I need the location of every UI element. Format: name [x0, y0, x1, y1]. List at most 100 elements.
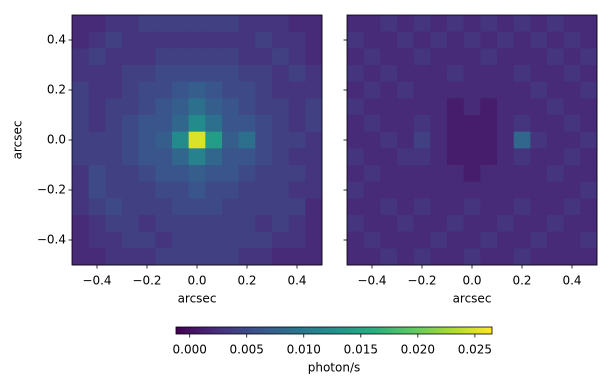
- heatmap-cell: [347, 215, 365, 233]
- heatmap-cell: [547, 248, 565, 266]
- heatmap-cell: [172, 65, 190, 83]
- heatmap-cell: [347, 131, 365, 149]
- heatmap-cell: [513, 165, 531, 183]
- heatmap-cell: [497, 81, 515, 99]
- heatmap-cell: [563, 231, 581, 249]
- heatmap-cell: [188, 181, 206, 199]
- y-axis-label: arcsec: [11, 121, 25, 160]
- heatmap-cell: [513, 248, 531, 266]
- heatmap-cell: [172, 98, 190, 116]
- heatmap-cell: [272, 48, 290, 66]
- heatmap-cell: [255, 215, 273, 233]
- heatmap-cell: [463, 181, 481, 199]
- heatmap-cell: [222, 15, 240, 33]
- heatmap-cell: [430, 15, 448, 33]
- heatmap-cell: [288, 231, 306, 249]
- heatmap-cell: [363, 15, 381, 33]
- heatmap-cell: [363, 248, 381, 266]
- heatmap-cell: [530, 98, 548, 116]
- heatmap-cell: [480, 65, 498, 83]
- heatmap-cell: [72, 148, 90, 166]
- heatmap-cell: [380, 248, 398, 266]
- colorbar-tick-label: 0.020: [401, 343, 435, 357]
- heatmap-cell: [513, 115, 531, 133]
- heatmap-cell: [497, 148, 515, 166]
- heatmap-cell: [138, 31, 156, 49]
- heatmap-cell: [155, 231, 173, 249]
- heatmap-cell: [122, 31, 140, 49]
- heatmap-cell: [497, 48, 515, 66]
- heatmap-cell: [447, 181, 465, 199]
- heatmap-cell: [155, 48, 173, 66]
- heatmap-cell: [413, 231, 431, 249]
- heatmap-cell: [380, 148, 398, 166]
- heatmap-cell: [530, 198, 548, 216]
- heatmap-cell: [447, 165, 465, 183]
- heatmap-cell: [530, 81, 548, 99]
- heatmap-cell: [363, 31, 381, 49]
- heatmap-cell: [547, 81, 565, 99]
- heatmap-cell: [122, 131, 140, 149]
- heatmap-cell: [447, 65, 465, 83]
- heatmap-cell: [363, 215, 381, 233]
- heatmap-cell: [480, 48, 498, 66]
- heatmap-cell: [580, 215, 598, 233]
- heatmap-cell: [447, 248, 465, 266]
- heatmap-cell: [188, 131, 206, 149]
- heatmap-cell: [430, 248, 448, 266]
- heatmap-cell: [172, 31, 190, 49]
- heatmap-cell: [363, 65, 381, 83]
- heatmap-cell: [72, 48, 90, 66]
- heatmap-cell: [288, 181, 306, 199]
- heatmap-cell: [88, 181, 106, 199]
- heatmap-cell: [480, 31, 498, 49]
- heatmap-cell: [122, 148, 140, 166]
- heatmap-cell: [447, 215, 465, 233]
- heatmap-cell: [272, 231, 290, 249]
- heatmap-cell: [72, 198, 90, 216]
- heatmap-cell: [413, 248, 431, 266]
- heatmap-cell: [272, 165, 290, 183]
- heatmap-cell: [305, 181, 323, 199]
- heatmap-cell: [397, 231, 415, 249]
- heatmap-cell: [430, 48, 448, 66]
- heatmap-cell: [580, 65, 598, 83]
- heatmap-cell: [288, 31, 306, 49]
- heatmap-cell: [563, 198, 581, 216]
- x-axis-label: arcsec: [453, 292, 492, 306]
- heatmap-cell: [305, 248, 323, 266]
- heatmap-cell: [347, 248, 365, 266]
- heatmap-cell: [580, 15, 598, 33]
- heatmap-cell: [105, 148, 123, 166]
- heatmap-cell: [72, 15, 90, 33]
- heatmap-cell: [238, 165, 256, 183]
- heatmap-cell: [122, 215, 140, 233]
- heatmap-cell: [363, 98, 381, 116]
- heatmap-cell: [105, 248, 123, 266]
- heatmap-cell: [480, 181, 498, 199]
- heatmap-cell: [530, 248, 548, 266]
- heatmap-cell: [463, 198, 481, 216]
- heatmap-cell: [480, 98, 498, 116]
- heatmap-cell: [497, 131, 515, 149]
- heatmap-cell: [88, 98, 106, 116]
- heatmap-cell: [105, 15, 123, 33]
- heatmap-cell: [380, 98, 398, 116]
- colorbar-tick-label: 0.025: [458, 343, 492, 357]
- heatmap-cell: [255, 148, 273, 166]
- heatmap-cell: [413, 81, 431, 99]
- heatmap-cell: [272, 215, 290, 233]
- x-tick-label: 0.2: [237, 274, 256, 288]
- heatmap-cell: [305, 131, 323, 149]
- heatmap-cell: [172, 165, 190, 183]
- x-tick-label: −0.2: [132, 274, 161, 288]
- heatmap-cell: [513, 231, 531, 249]
- heatmap-cell: [347, 165, 365, 183]
- heatmap-cell: [447, 148, 465, 166]
- heatmap-cell: [513, 215, 531, 233]
- heatmap-cell: [563, 31, 581, 49]
- heatmap-cell: [530, 165, 548, 183]
- heatmap-cell: [380, 215, 398, 233]
- heatmap-cell: [138, 48, 156, 66]
- heatmap-cell: [188, 15, 206, 33]
